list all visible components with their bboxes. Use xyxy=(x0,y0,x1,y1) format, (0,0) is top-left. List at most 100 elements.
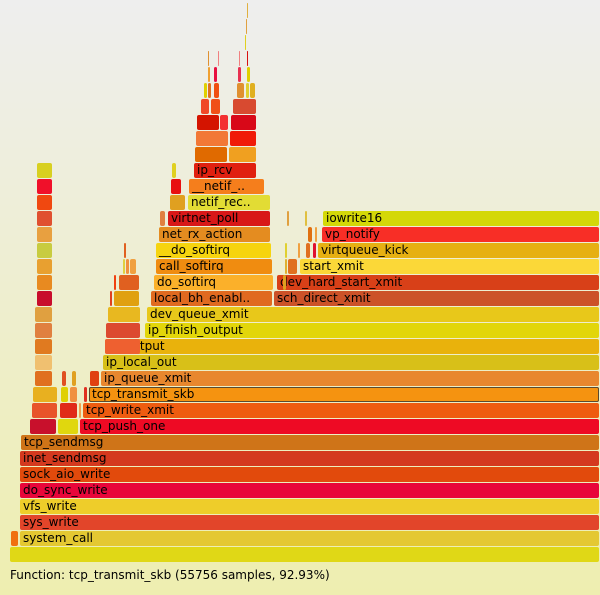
frame-small[interactable] xyxy=(105,339,140,354)
frame-dev-queue-xmit[interactable]: dev_queue_xmit xyxy=(147,307,599,322)
frame-small[interactable] xyxy=(306,243,310,258)
frame-small[interactable] xyxy=(246,83,249,98)
frame-small[interactable] xyxy=(106,323,140,338)
frame-small[interactable] xyxy=(35,355,52,370)
frame-small[interactable] xyxy=(247,51,248,66)
frame-small[interactable] xyxy=(171,179,181,194)
frame-small[interactable] xyxy=(114,291,139,306)
frame-tcp-push-one[interactable]: tcp_push_one xyxy=(80,419,599,434)
frame-small[interactable] xyxy=(229,147,256,162)
frame-start-xmit[interactable]: start_xmit xyxy=(300,259,599,274)
frame-small[interactable] xyxy=(37,211,52,226)
frame-small[interactable] xyxy=(246,19,247,34)
frame-small[interactable] xyxy=(204,83,207,98)
frame-small[interactable] xyxy=(214,83,219,98)
frame-small[interactable] xyxy=(305,211,307,226)
frame-small[interactable] xyxy=(70,387,77,402)
frame-small[interactable] xyxy=(35,371,52,386)
frame-netif[interactable]: __netif_.. xyxy=(189,179,264,194)
frame-do-softirq[interactable]: do_softirq xyxy=(154,275,273,290)
frame-small[interactable] xyxy=(110,291,112,306)
frame-small[interactable] xyxy=(283,275,286,290)
frame-small[interactable] xyxy=(170,195,185,210)
frame-small[interactable] xyxy=(30,419,56,434)
frame-small[interactable] xyxy=(35,307,52,322)
frame-small[interactable] xyxy=(231,115,256,130)
frame-small[interactable] xyxy=(208,67,210,82)
frame-small[interactable] xyxy=(119,275,139,290)
frame-small[interactable] xyxy=(130,259,136,274)
frame-small[interactable] xyxy=(126,259,129,274)
frame-small[interactable] xyxy=(35,323,52,338)
frame-small[interactable] xyxy=(37,275,52,290)
frame-do-sync-write[interactable]: do_sync_write xyxy=(20,483,599,498)
frame-small[interactable] xyxy=(37,195,52,210)
frame-small[interactable] xyxy=(37,243,52,258)
frame-local-bh-enabl[interactable]: local_bh_enabl.. xyxy=(151,291,272,306)
frame-small[interactable] xyxy=(218,51,219,66)
frame-small[interactable] xyxy=(313,243,316,258)
frame-small[interactable] xyxy=(108,307,140,322)
frame-dev-hard-start-xmit[interactable]: dev_hard_start_xmit xyxy=(277,275,599,290)
frame-small[interactable] xyxy=(33,387,57,402)
frame-small[interactable] xyxy=(285,243,287,258)
frame-ip-rcv[interactable]: ip_rcv xyxy=(194,163,256,178)
frame-small[interactable] xyxy=(245,35,246,50)
frame-small[interactable] xyxy=(247,3,248,18)
frame-tcp-write-xmit[interactable]: tcp_write_xmit xyxy=(83,403,599,418)
frame-virtnet-poll[interactable]: virtnet_poll xyxy=(168,211,270,226)
frame-small[interactable] xyxy=(196,131,228,146)
frame-small[interactable] xyxy=(90,371,99,386)
frame-small[interactable] xyxy=(208,83,211,98)
frame-root[interactable] xyxy=(10,547,599,562)
frame-ip-local-out[interactable]: ip_local_out xyxy=(103,355,599,370)
frame-small[interactable] xyxy=(285,259,287,274)
frame-vfs-write[interactable]: vfs_write xyxy=(20,499,599,514)
frame-small[interactable] xyxy=(233,99,256,114)
frame-small[interactable] xyxy=(58,419,78,434)
frame-do-softirq[interactable]: __do_softirq xyxy=(156,243,271,258)
frame-small[interactable] xyxy=(220,115,228,130)
frame-small[interactable] xyxy=(35,339,52,354)
frame-small[interactable] xyxy=(230,131,256,146)
frame-small[interactable] xyxy=(315,227,317,242)
frame-small[interactable] xyxy=(250,83,255,98)
frame-small[interactable] xyxy=(84,387,87,402)
frame-small[interactable] xyxy=(287,211,289,226)
frame-ip-output[interactable]: ip_output xyxy=(105,339,599,354)
frame-small[interactable] xyxy=(32,403,57,418)
frame-small[interactable] xyxy=(72,371,76,386)
frame-small[interactable] xyxy=(247,67,250,82)
frame-small[interactable] xyxy=(61,387,68,402)
frame-small[interactable] xyxy=(160,211,165,226)
frame-small[interactable] xyxy=(37,163,52,178)
frame-small[interactable] xyxy=(79,403,81,418)
frame-small[interactable] xyxy=(239,51,240,66)
frame-small[interactable] xyxy=(11,531,18,546)
frame-netif-rec[interactable]: netif_rec.. xyxy=(188,195,270,210)
frame-small[interactable] xyxy=(298,243,300,258)
frame-small[interactable] xyxy=(37,179,52,194)
frame-small[interactable] xyxy=(195,147,227,162)
frame-ip-queue-xmit[interactable]: ip_queue_xmit xyxy=(101,371,599,386)
frame-call-softirq[interactable]: call_softirq xyxy=(156,259,272,274)
frame-small[interactable] xyxy=(62,371,66,386)
frame-small[interactable] xyxy=(197,115,219,130)
frame-small[interactable] xyxy=(114,275,116,290)
frame-small[interactable] xyxy=(211,99,220,114)
frame-iowrite16[interactable]: iowrite16 xyxy=(323,211,599,226)
frame-small[interactable] xyxy=(214,67,217,82)
frame-sch-direct-xmit[interactable]: sch_direct_xmit xyxy=(274,291,599,306)
frame-system-call[interactable]: system_call xyxy=(20,531,599,546)
frame-small[interactable] xyxy=(60,403,77,418)
frame-small[interactable] xyxy=(37,259,52,274)
frame-virtqueue-kick[interactable]: virtqueue_kick xyxy=(318,243,599,258)
frame-small[interactable] xyxy=(124,243,126,258)
frame-small[interactable] xyxy=(238,67,241,82)
frame-small[interactable] xyxy=(37,291,52,306)
frame-small[interactable] xyxy=(237,83,244,98)
frame-net-rx-action[interactable]: net_rx_action xyxy=(159,227,270,242)
frame-ip-finish-output[interactable]: ip_finish_output xyxy=(145,323,599,338)
frame-inet-sendmsg[interactable]: inet_sendmsg xyxy=(20,451,599,466)
frame-tcp-transmit-skb[interactable]: tcp_transmit_skb xyxy=(89,387,599,402)
